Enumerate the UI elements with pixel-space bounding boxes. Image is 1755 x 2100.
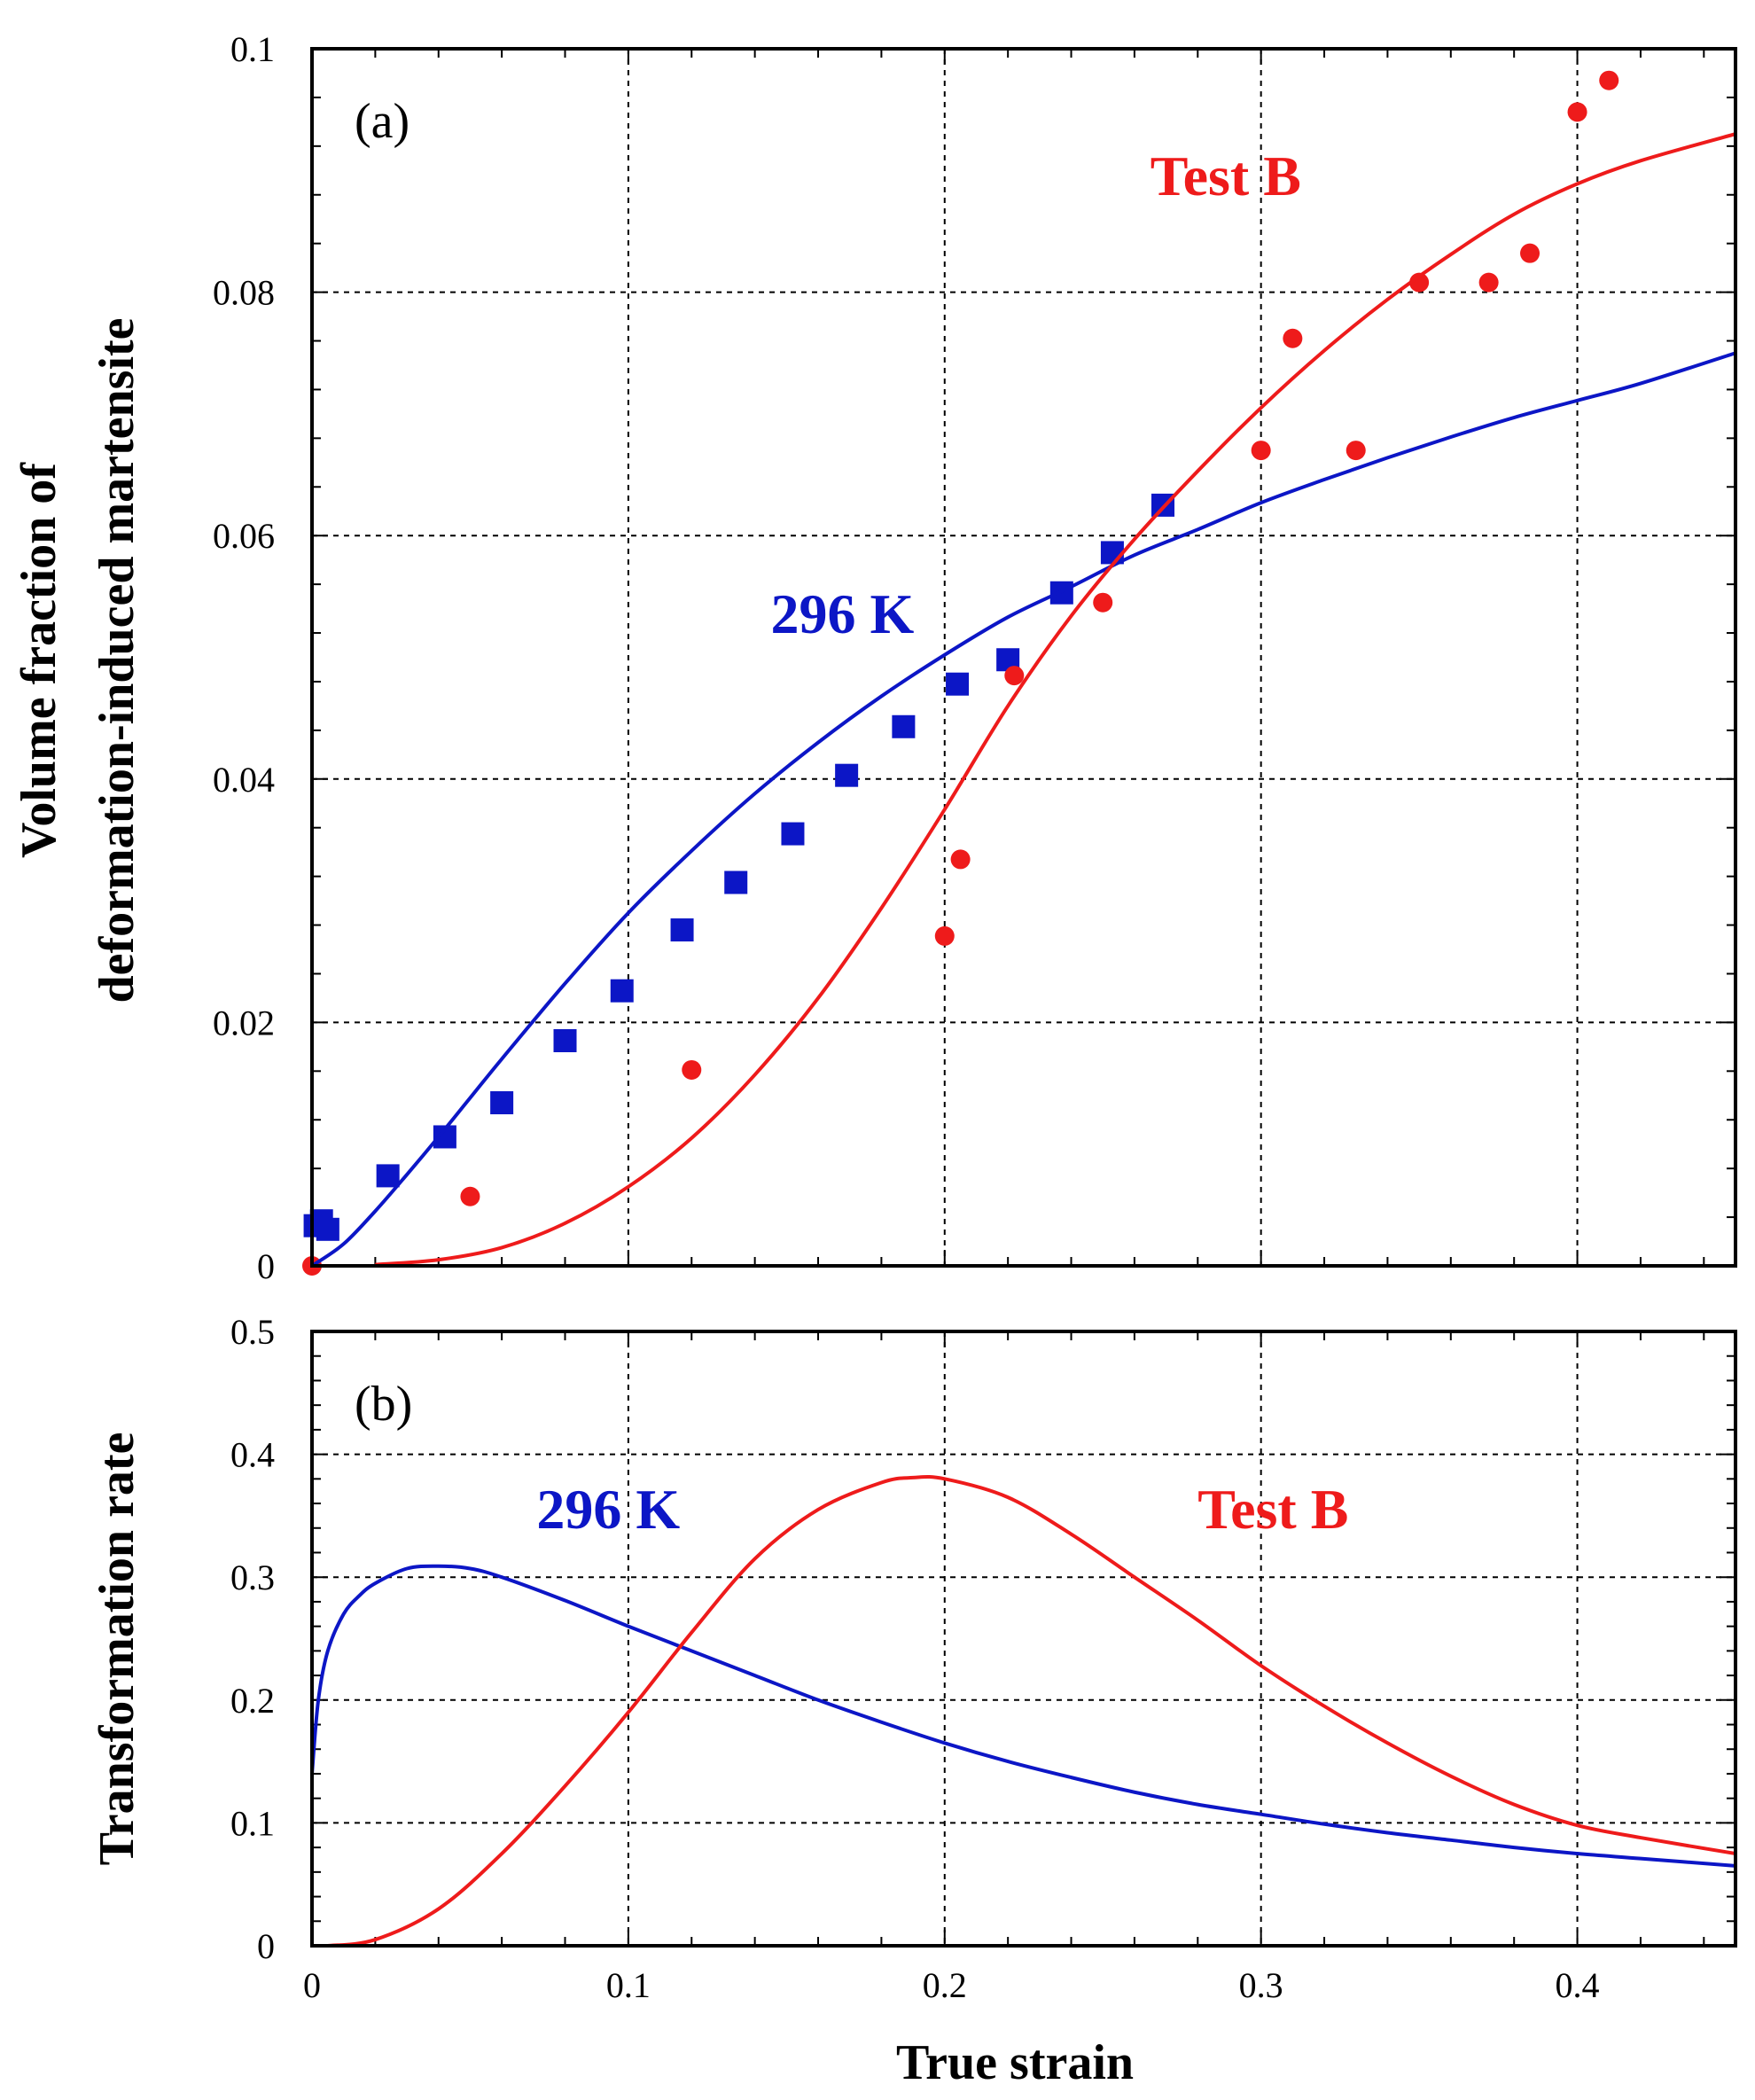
x-tick-label: 0.2 <box>923 1965 967 2005</box>
plot-frame-a <box>310 47 1737 1268</box>
panel-label-a: (a) <box>355 94 410 149</box>
data-point-circle <box>682 1059 702 1080</box>
panel-b-chart: 0 0.1 0.2 0.3 0.4 0.5 0 0.1 0.2 0.3 0.4 (b) 296 K Tes… <box>230 1312 1737 2005</box>
x-tick-label: 0.4 <box>1556 1965 1600 2005</box>
data-point-circle <box>1567 102 1587 122</box>
x-tick-label: 0.1 <box>606 1965 651 2005</box>
y-tick-label-a: 0.1 <box>230 29 275 69</box>
data-point-circle <box>1346 441 1366 461</box>
y-axis-title-b: Transformation rate <box>90 1433 144 1866</box>
data-point-circle <box>934 925 955 946</box>
y-tick-label-b: 0.4 <box>230 1435 275 1475</box>
panel-a-chart: 0 0.02 0.04 0.06 0.08 0.1 (a) 296 K Test B <box>213 29 1737 1286</box>
y-tick-label-b: 0.2 <box>230 1681 275 1721</box>
data-point-square <box>835 763 859 787</box>
y-tick-label-b: 0.3 <box>230 1557 275 1597</box>
series-line-296-k-model-a <box>312 351 1736 1266</box>
data-point-square <box>490 1091 514 1115</box>
y-tick-label-a: 0.02 <box>213 1003 275 1042</box>
y-tick-label-a: 0 <box>257 1246 275 1286</box>
x-tick-label: 0 <box>303 1965 321 2005</box>
y-axis-title-a-line1: Volume fraction of <box>12 462 66 858</box>
y-tick-label-a: 0.06 <box>213 516 275 556</box>
data-point-circle <box>1599 70 1619 90</box>
y-tick-label-b: 0.5 <box>230 1312 275 1352</box>
data-point-circle <box>1093 592 1113 613</box>
y-axis-title-a-line2: deformation-induced martensite <box>90 317 144 1003</box>
x-axis-title: True strain <box>896 2035 1134 2090</box>
data-point-square <box>610 979 634 1003</box>
data-point-circle <box>1004 666 1025 686</box>
data-point-square <box>892 714 916 738</box>
annotation-296-k-a: 296 K <box>770 582 914 645</box>
annotation-test-b-a: Test B <box>1150 144 1301 207</box>
data-point-circle <box>1409 272 1430 293</box>
annotation-296-k-b: 296 K <box>536 1478 680 1541</box>
data-point-circle <box>1283 328 1303 348</box>
data-point-circle <box>460 1186 480 1206</box>
series-296-k-data <box>303 493 1175 1241</box>
panel-label-b: (b) <box>355 1377 412 1432</box>
data-point-circle <box>1478 272 1499 293</box>
y-tick-label-a: 0.04 <box>213 760 275 800</box>
data-point-square <box>553 1028 577 1052</box>
data-point-square <box>781 822 805 846</box>
y-tick-label-a: 0.08 <box>213 273 275 313</box>
y-tick-label-b: 0.1 <box>230 1803 275 1843</box>
data-point-square <box>316 1217 339 1241</box>
data-point-circle <box>1251 441 1271 461</box>
data-point-square <box>946 672 970 696</box>
annotation-test-b-b: Test B <box>1197 1478 1348 1541</box>
series-line-test-b-model-a <box>375 132 1736 1266</box>
data-point-square <box>724 870 748 894</box>
series-line-296-k-b <box>312 1564 1736 1868</box>
series-line-test-b-b <box>327 1474 1736 1946</box>
data-point-square <box>376 1164 400 1188</box>
x-tick-label: 0.3 <box>1239 1965 1283 2005</box>
series-test-b-data <box>302 70 1619 1276</box>
data-point-circle <box>950 849 971 870</box>
data-point-circle <box>1520 243 1540 263</box>
plot-frame-b <box>310 1330 1737 1948</box>
data-point-square <box>670 918 694 942</box>
y-tick-label-b: 0 <box>257 1926 275 1966</box>
